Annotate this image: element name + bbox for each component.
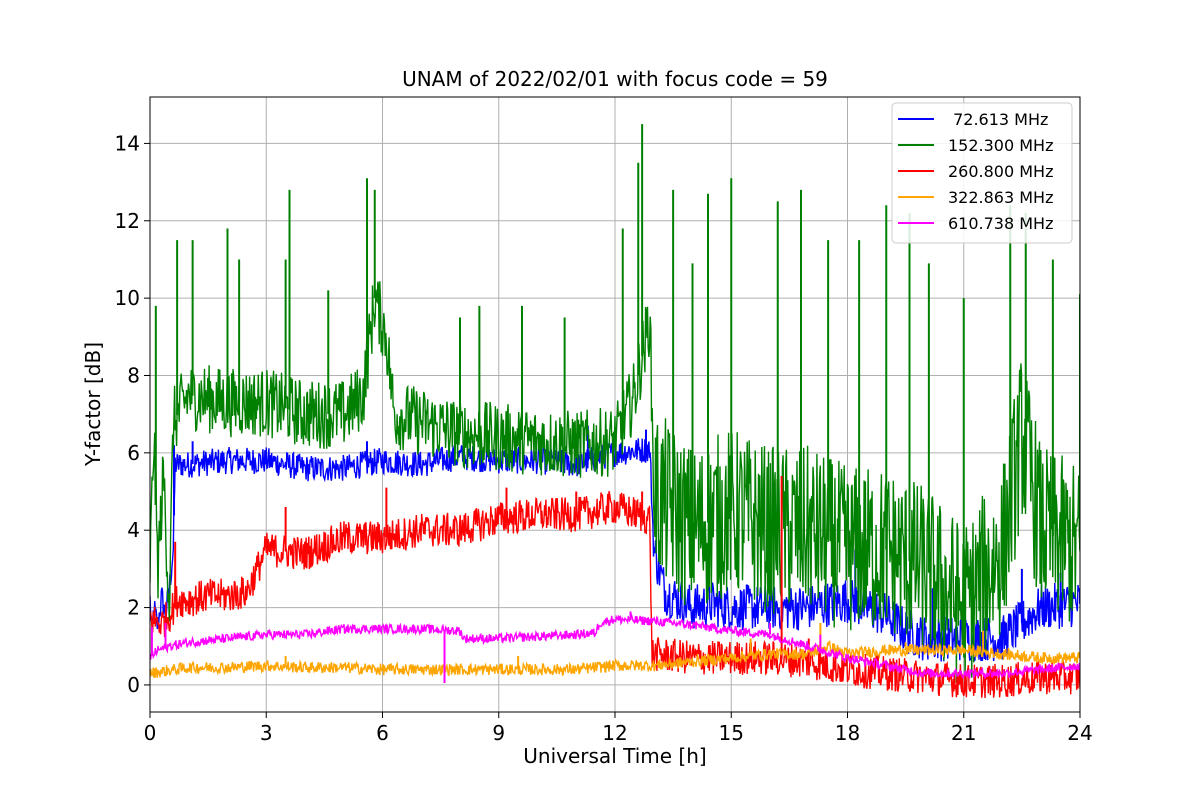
series-layer <box>150 124 1080 699</box>
legend: 72.613 MHz 152.300 MHz 260.800 MHz 322.863 … <box>891 102 1073 244</box>
y-tick-label: 4 <box>127 518 140 542</box>
series-line <box>150 438 1080 663</box>
x-tick-label: 12 <box>602 721 627 745</box>
x-tick-label: 15 <box>719 721 744 745</box>
legend-label: 322.863 MHz <box>948 188 1053 207</box>
legend-box <box>891 102 1073 244</box>
y-tick-label: 0 <box>127 673 140 697</box>
y-tick-label: 12 <box>115 209 140 233</box>
y-tick-label: 10 <box>115 286 140 310</box>
x-tick-label: 6 <box>376 721 389 745</box>
x-tick-label: 21 <box>951 721 976 745</box>
y-tick-label: 2 <box>127 596 140 620</box>
series-line <box>150 613 1080 680</box>
x-axis-label: Universal Time [h] <box>523 744 706 768</box>
y-tick-label: 8 <box>127 363 140 387</box>
x-tick-label: 3 <box>260 721 273 745</box>
chart-title: UNAM of 2022/02/01 with focus code = 59 <box>402 67 828 91</box>
legend-label: 260.800 MHz <box>948 162 1053 181</box>
legend-label: 72.613 MHz <box>948 110 1048 129</box>
series-line <box>150 281 1080 686</box>
x-tick-label: 18 <box>835 721 860 745</box>
y-tick-label: 6 <box>127 441 140 465</box>
y-tick-label: 14 <box>115 131 140 155</box>
x-tick-label: 0 <box>144 721 157 745</box>
x-tick-label: 24 <box>1067 721 1092 745</box>
legend-label: 152.300 MHz <box>948 136 1053 155</box>
y-axis-label: Y-factor [dB] <box>81 342 105 467</box>
series-line <box>150 640 1080 679</box>
x-tick-label: 9 <box>492 721 505 745</box>
legend-label: 610.738 MHz <box>948 214 1053 233</box>
